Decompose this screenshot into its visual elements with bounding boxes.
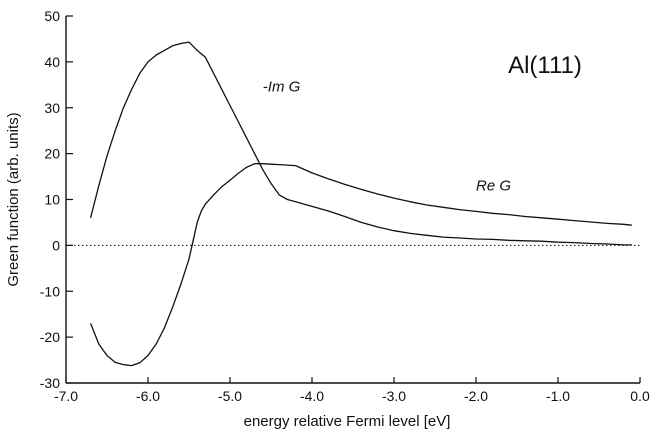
x-tick-label: 0.0 — [630, 388, 650, 404]
labels: Al(111) energy relative Fermi level [eV]… — [5, 52, 582, 430]
series-line-re-g — [89, 163, 632, 367]
series: -Im G Re G — [89, 41, 632, 367]
y-tick-label: 0 — [52, 237, 60, 253]
x-tick-label: -2.0 — [464, 388, 488, 404]
series-line-im-g — [89, 41, 632, 246]
panel-label: Al(111) — [508, 52, 582, 79]
y-tick-label: 20 — [44, 146, 60, 162]
x-tick-label: -1.0 — [546, 388, 570, 404]
y-tick-label: 30 — [44, 100, 60, 116]
x-tick-label: -5.0 — [218, 388, 242, 404]
y-tick-label: 10 — [44, 192, 60, 208]
y-tick-label: 50 — [44, 8, 60, 24]
x-tick-label: -6.0 — [136, 388, 160, 404]
series-label-im-g: -Im G — [263, 79, 301, 96]
x-tick-label: -4.0 — [300, 388, 324, 404]
y-tick-label: -10 — [40, 283, 60, 299]
y-tick-label: -30 — [40, 375, 60, 391]
y-axis-title: Green function (arb. units) — [5, 112, 22, 286]
ticks: -7.0 -6.0 -5.0 -4.0 -3.0 -2.0 -1.0 0.0 -30 -20 -10… — [40, 8, 650, 404]
series-label-re-g: Re G — [476, 177, 511, 194]
x-tick-label: -7.0 — [54, 388, 78, 404]
x-axis-title: energy relative Fermi level [eV] — [244, 413, 451, 429]
y-tick-label: -20 — [40, 329, 60, 345]
x-tick-label: -3.0 — [382, 388, 406, 404]
y-tick-label: 40 — [44, 54, 60, 70]
